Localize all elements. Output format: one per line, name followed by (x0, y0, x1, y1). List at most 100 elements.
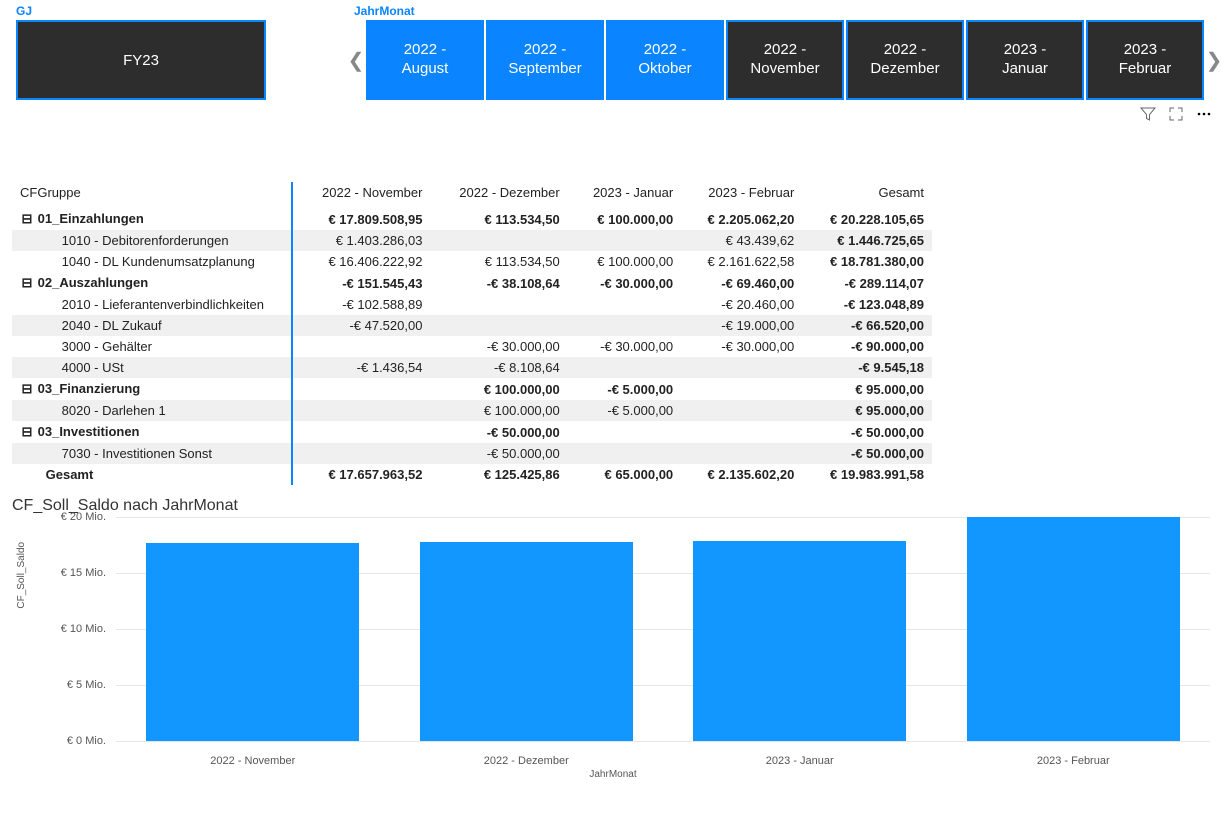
cf-saldo-bar-chart[interactable]: CF_Soll_Saldo € 0 Mio.€ 5 Mio.€ 10 Mio.€… (26, 517, 1214, 767)
month-tile-0[interactable]: 2022 -August (366, 20, 484, 100)
matrix-cell: -€ 47.520,00 (292, 315, 430, 336)
filter-icon[interactable] (1140, 106, 1156, 122)
matrix-row[interactable]: ⊟ 02_Auszahlungen-€ 151.545,43-€ 38.108,… (12, 272, 932, 294)
matrix-row[interactable]: 1040 - DL Kundenumsatzplanung € 16.406.22… (12, 251, 932, 272)
matrix-cell: -€ 19.000,00 (681, 315, 802, 336)
month-tile-5[interactable]: 2023 -Januar (966, 20, 1084, 100)
matrix-cell: -€ 5.000,00 (568, 400, 681, 421)
matrix-row[interactable]: 7030 - Investitionen Sonst-€ 50.000,00-€… (12, 443, 932, 464)
visual-toolbar (0, 100, 1226, 122)
row-label: 1010 - Debitorenforderungen (38, 233, 229, 248)
matrix-cell (681, 400, 802, 421)
matrix-col-header[interactable]: 2022 - November (292, 182, 430, 208)
matrix-cell: € 43.439,62 (681, 230, 802, 251)
matrix-col-header[interactable]: Gesamt (802, 182, 932, 208)
chart-bar[interactable] (967, 517, 1180, 741)
matrix-cell: € 95.000,00 (802, 400, 932, 421)
matrix-cell: € 2.135.602,20 (681, 464, 802, 485)
matrix-row[interactable]: ⊟ 01_Einzahlungen€ 17.809.508,95€ 113.53… (12, 208, 932, 230)
row-label: 3000 - Gehälter (38, 339, 152, 354)
chart-x-tick: 2022 - Dezember (390, 755, 664, 767)
cfgruppe-matrix[interactable]: CFGruppe2022 - November2022 - Dezember20… (12, 182, 932, 485)
gj-slicer-label: GJ (16, 4, 266, 18)
matrix-col-header[interactable]: 2023 - Januar (568, 182, 681, 208)
chart-bar[interactable] (693, 541, 906, 741)
matrix-cell (292, 443, 430, 464)
matrix-row[interactable]: 2040 - DL Zukauf-€ 47.520,00-€ 19.000,00… (12, 315, 932, 336)
chart-x-tick: 2023 - Januar (663, 755, 937, 767)
chart-y-tick: € 5 Mio. (46, 679, 106, 691)
gj-value-tile[interactable]: FY23 (16, 20, 266, 100)
chart-y-axis-label: CF_Soll_Saldo (16, 542, 27, 609)
more-options-icon[interactable] (1196, 106, 1212, 122)
matrix-cell: € 17.657.963,52 (292, 464, 430, 485)
month-tile-6[interactable]: 2023 -Februar (1086, 20, 1204, 100)
matrix-cell (430, 230, 567, 251)
matrix-row[interactable]: 1010 - Debitorenforderungen € 1.403.286,0… (12, 230, 932, 251)
jahrmonat-slicer: JahrMonat ❮ 2022 -August2022 -September2… (346, 4, 1224, 100)
row-label: 03_Investitionen (38, 424, 140, 439)
matrix-cell: € 2.161.622,58 (681, 251, 802, 272)
row-label: 8020 - Darlehen 1 (38, 403, 166, 418)
expand-collapse-icon[interactable]: ⊟ (20, 211, 34, 227)
matrix-cell (430, 315, 567, 336)
matrix-cell: -€ 50.000,00 (802, 421, 932, 443)
matrix-cell: € 100.000,00 (568, 208, 681, 230)
matrix-cell: € 1.403.286,03 (292, 230, 430, 251)
matrix-cell: -€ 69.460,00 (681, 272, 802, 294)
matrix-cell: € 1.446.725,65 (802, 230, 932, 251)
month-tile-3[interactable]: 2022 -November (726, 20, 844, 100)
row-label: Gesamt (38, 467, 94, 482)
expand-collapse-icon[interactable]: ⊟ (20, 275, 34, 291)
matrix-col-header[interactable]: 2023 - Februar (681, 182, 802, 208)
matrix-cell: -€ 123.048,89 (802, 294, 932, 315)
gj-value: FY23 (123, 52, 159, 69)
matrix-cell (292, 378, 430, 400)
matrix-cell (568, 230, 681, 251)
matrix-cell (681, 421, 802, 443)
matrix-cell: € 16.406.222,92 (292, 251, 430, 272)
matrix-col-header[interactable]: 2022 - Dezember (430, 182, 567, 208)
matrix-row-header[interactable]: CFGruppe (12, 182, 292, 208)
matrix-row[interactable]: ⊟ 03_Investitionen-€ 50.000,00-€ 50.000,… (12, 421, 932, 443)
matrix-cell: € 65.000,00 (568, 464, 681, 485)
chart-bar[interactable] (420, 542, 633, 741)
month-next-button[interactable]: ❯ (1204, 20, 1224, 100)
month-tile-2[interactable]: 2022 -Oktober (606, 20, 724, 100)
month-tile-1[interactable]: 2022 -September (486, 20, 604, 100)
matrix-cell: -€ 9.545,18 (802, 357, 932, 378)
focus-mode-icon[interactable] (1168, 106, 1184, 122)
matrix-cell: € 100.000,00 (430, 378, 567, 400)
matrix-cell: -€ 50.000,00 (802, 443, 932, 464)
matrix-grand-total-row[interactable]: Gesamt€ 17.657.963,52€ 125.425,86€ 65.00… (12, 464, 932, 485)
matrix-cell: -€ 66.520,00 (802, 315, 932, 336)
expand-collapse-icon[interactable]: ⊟ (20, 381, 34, 397)
row-label: 1040 - DL Kundenumsatzplanung (38, 254, 255, 269)
matrix-cell: -€ 38.108,64 (430, 272, 567, 294)
matrix-cell: -€ 102.588,89 (292, 294, 430, 315)
month-prev-button[interactable]: ❮ (346, 20, 366, 100)
matrix-cell: -€ 20.460,00 (681, 294, 802, 315)
jahrmonat-slicer-label: JahrMonat (354, 4, 1224, 18)
row-label: 2010 - Lieferantenverbindlichkeiten (38, 297, 264, 312)
matrix-cell: € 20.228.105,65 (802, 208, 932, 230)
chart-title: CF_Soll_Saldo nach JahrMonat (12, 497, 1214, 515)
matrix-cell: -€ 30.000,00 (681, 336, 802, 357)
matrix-cell: -€ 50.000,00 (430, 443, 567, 464)
matrix-row[interactable]: 4000 - USt-€ 1.436,54-€ 8.108,64-€ 9.545… (12, 357, 932, 378)
chart-y-tick: € 20 Mio. (46, 511, 106, 523)
chart-bar[interactable] (146, 543, 359, 741)
matrix-row[interactable]: ⊟ 03_Finanzierung€ 100.000,00-€ 5.000,00… (12, 378, 932, 400)
matrix-cell: € 17.809.508,95 (292, 208, 430, 230)
matrix-cell (568, 357, 681, 378)
matrix-row[interactable]: 3000 - Gehälter-€ 30.000,00-€ 30.000,00-… (12, 336, 932, 357)
month-tile-4[interactable]: 2022 -Dezember (846, 20, 964, 100)
matrix-cell: € 95.000,00 (802, 378, 932, 400)
matrix-cell: € 19.983.991,58 (802, 464, 932, 485)
expand-collapse-icon[interactable]: ⊟ (20, 424, 34, 440)
matrix-row[interactable]: 8020 - Darlehen 1€ 100.000,00-€ 5.000,00… (12, 400, 932, 421)
matrix-cell: € 100.000,00 (568, 251, 681, 272)
matrix-row[interactable]: 2010 - Lieferantenverbindlichkeiten -€ 10… (12, 294, 932, 315)
chart-y-tick: € 10 Mio. (46, 623, 106, 635)
chart-x-tick: 2022 - November (116, 755, 390, 767)
